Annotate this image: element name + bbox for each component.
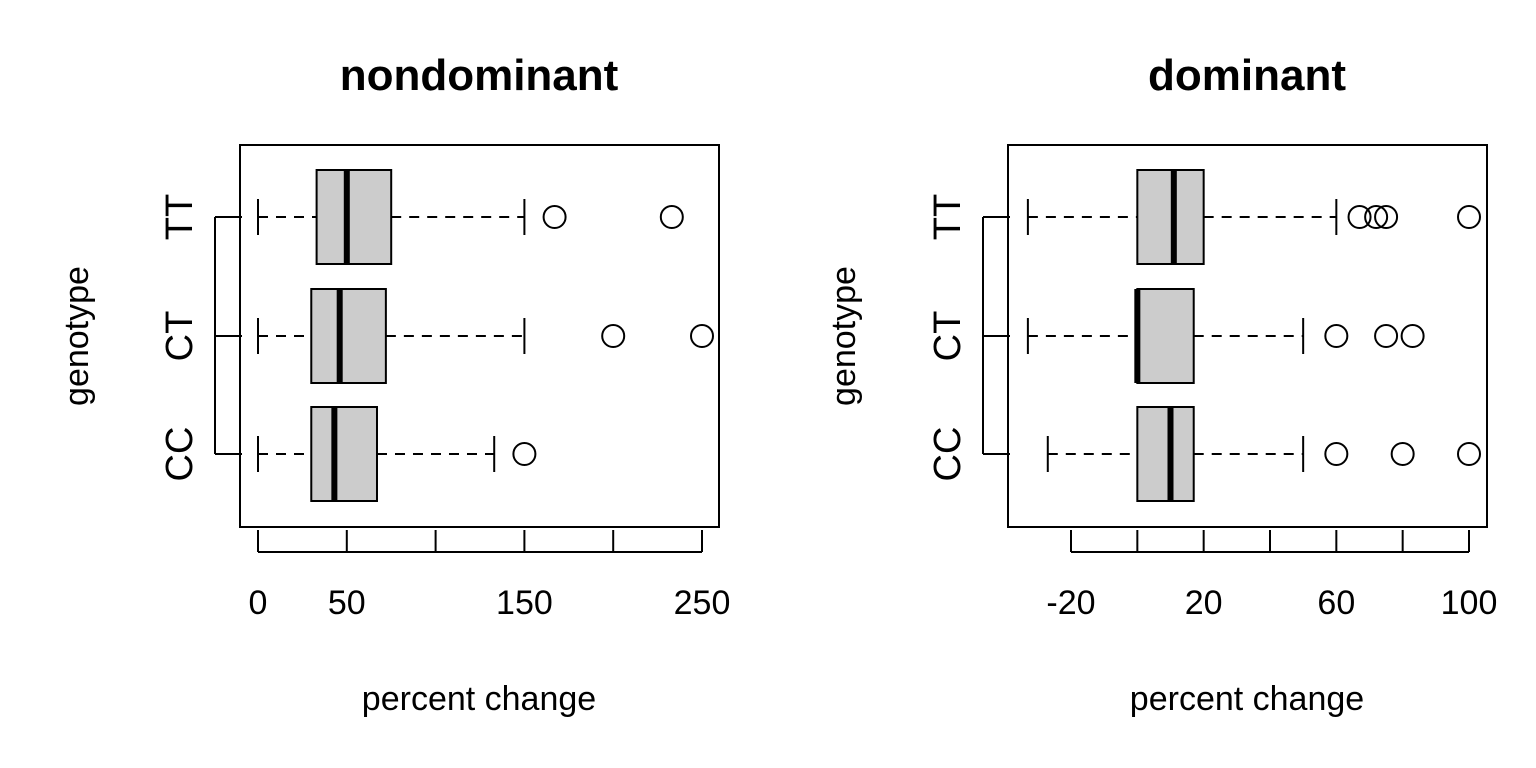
outlier-point: [1457, 442, 1481, 466]
outlier-point: [1390, 442, 1415, 466]
x-tick-label: 100: [1441, 584, 1498, 622]
iqr-box: [315, 169, 393, 265]
x-axis-title: percent change: [362, 680, 596, 718]
y-tick-label: TT: [159, 194, 201, 240]
box-TT: [1026, 169, 1481, 265]
iqr-box: [310, 406, 378, 502]
outlier-point: [1324, 442, 1349, 466]
x-tick-label: 20: [1185, 584, 1223, 622]
y-tick-label: CC: [159, 427, 201, 482]
x-tick-label: 50: [328, 584, 366, 622]
iqr-box: [1136, 288, 1195, 384]
x-tick-label: 250: [674, 584, 731, 622]
panel-title: nondominant: [340, 51, 619, 100]
plot-frame: [1007, 144, 1488, 528]
y-axis-title: genotype: [825, 266, 863, 406]
x-axis: -20 20 60 100: [1046, 530, 1497, 622]
y-axis: CC CT TT: [159, 194, 242, 482]
outlier-point: [1347, 205, 1372, 229]
x-axis: 0 50 150 250: [249, 530, 731, 622]
x-tick-label: 150: [496, 584, 553, 622]
outlier-point: [601, 324, 626, 348]
box-marks: [1026, 169, 1481, 502]
box-CC: [1046, 406, 1481, 502]
x-tick-label: -20: [1046, 584, 1095, 622]
box-CT: [257, 288, 714, 384]
box-marks: [257, 169, 714, 502]
outlier-point: [1374, 324, 1399, 348]
outlier-point: [1457, 205, 1481, 229]
y-tick-label: CT: [927, 311, 969, 362]
iqr-box: [310, 288, 387, 384]
outlier-point: [659, 205, 684, 229]
outlier-point: [690, 324, 714, 348]
x-tick-label: 60: [1317, 584, 1355, 622]
outlier-point: [512, 442, 537, 466]
outlier-point: [542, 205, 567, 229]
box-CT: [1026, 288, 1425, 384]
iqr-box: [1136, 406, 1195, 502]
panel-title: dominant: [1148, 51, 1346, 100]
panel-dominant: dominant percent change genotype -20 20 60…: [825, 51, 1497, 718]
outlier-point: [1374, 205, 1399, 229]
y-tick-label: CC: [927, 427, 969, 482]
panel-nondominant: nondominant percent change genotype 0 50 1…: [58, 51, 730, 718]
box-CC: [257, 406, 537, 502]
iqr-box: [1136, 169, 1205, 265]
outlier-point: [1324, 324, 1349, 348]
y-axis-title: genotype: [58, 266, 96, 406]
y-tick-label: TT: [927, 194, 969, 240]
outlier-point: [1400, 324, 1425, 348]
x-tick-label: 0: [249, 584, 268, 622]
y-axis: CC CT TT: [927, 194, 1010, 482]
x-axis-title: percent change: [1130, 680, 1364, 718]
outlier-point: [1364, 205, 1389, 229]
box-TT: [257, 169, 684, 265]
y-tick-label: CT: [159, 311, 201, 362]
